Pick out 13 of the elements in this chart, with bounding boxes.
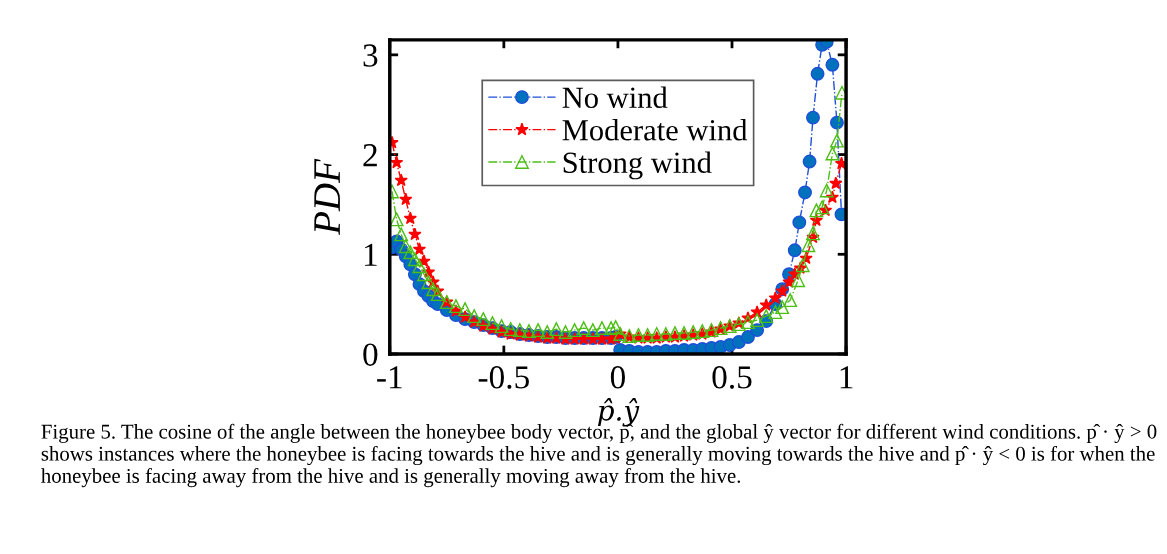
y-tick-label: 1 xyxy=(364,243,377,266)
x-tick-label: 0 xyxy=(610,366,625,389)
legend-label: Moderate wind xyxy=(562,119,748,141)
x-tick-label: -1 xyxy=(377,366,402,389)
legend-label: No wind xyxy=(562,86,668,109)
y-tick-label: 2 xyxy=(363,144,377,167)
x-tick-label: 1 xyxy=(840,366,853,389)
y-tick-label: 0 xyxy=(363,343,378,366)
y-tick-label: 3 xyxy=(363,44,378,67)
legend-label: Strong wind xyxy=(563,151,712,180)
x-tick-label: -0.5 xyxy=(478,366,529,389)
y-axis-title: PDF xyxy=(314,158,340,235)
x-tick-label: 0.5 xyxy=(712,366,752,389)
